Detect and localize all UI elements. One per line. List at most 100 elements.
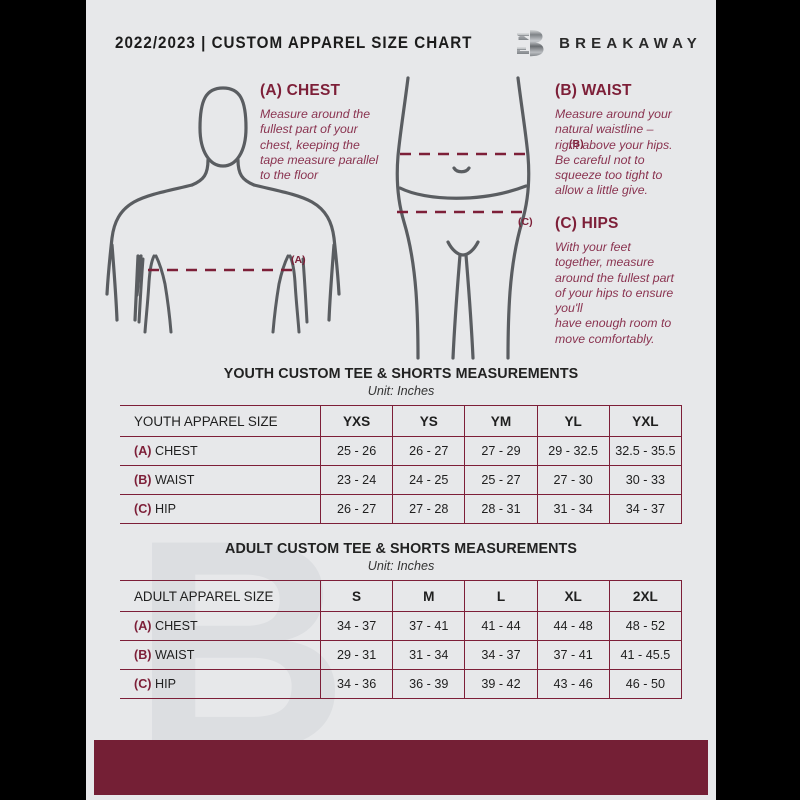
youth-cell-3-5: 34 - 37 — [608, 494, 683, 524]
row-code: (B) — [134, 473, 152, 487]
row-code: (A) — [134, 619, 152, 633]
adult-size-col-5: 2XL — [608, 580, 683, 612]
size-chart-page: B 2022/2023 | CUSTOM APPAREL SIZE CHART — [86, 0, 716, 800]
note-hips-body: With your feet together, measure around … — [555, 240, 674, 346]
adult-size-col-4: XL — [536, 580, 610, 612]
youth-cell-1-1: 25 - 26 — [319, 436, 393, 466]
youth-size-col-3: YM — [464, 405, 538, 437]
row-label: WAIST — [151, 473, 195, 487]
row-label: WAIST — [151, 648, 195, 662]
youth-size-table: YOUTH APPAREL SIZE YXS YS YM YL YXL (A) CHEST 2… — [120, 405, 683, 524]
chest-marker-label: (A) — [291, 254, 306, 266]
adult-size-col-2: M — [392, 580, 465, 612]
note-chest: (A) CHEST Measure around the fullest par… — [260, 82, 420, 183]
youth-cell-2-5: 30 - 33 — [608, 465, 683, 495]
youth-cell-1-2: 26 - 27 — [392, 436, 465, 466]
row-label: CHEST — [151, 444, 198, 458]
adult-size-table-block: ADULT CUSTOM TEE & SHORTS MEASUREMENTS U… — [120, 541, 683, 699]
youth-table-unit: Unit: Inches — [367, 384, 435, 398]
table-row: (A) CHEST 25 - 26 26 - 27 27 - 29 29 - 32.5 3… — [120, 436, 683, 466]
table-row: (C) HIP 34 - 36 36 - 39 39 - 42 43 - 46 46 - … — [120, 669, 683, 699]
note-chest-title: (A) CHEST — [260, 82, 341, 99]
youth-size-col-2: YS — [392, 405, 465, 437]
youth-size-table-block: YOUTH CUSTOM TEE & SHORTS MEASUREMENTS U… — [120, 366, 683, 524]
adult-cell-1-3: 41 - 44 — [464, 611, 538, 641]
adult-cell-2-3: 34 - 37 — [464, 640, 538, 670]
youth-table-header-row: YOUTH APPAREL SIZE YXS YS YM YL YXL — [120, 405, 683, 437]
measurement-illustration: (A) (B) (C) (A) CHEST Measure around the… — [86, 70, 716, 360]
note-waist-body: Measure around your natural waistline – … — [555, 107, 673, 198]
youth-cell-3-3: 28 - 31 — [464, 494, 538, 524]
torso-leg-lines — [143, 254, 301, 334]
adult-size-col-1: S — [319, 580, 393, 612]
page-header: 2022/2023 | CUSTOM APPAREL SIZE CHART — [86, 26, 716, 60]
adult-cell-3-1: 34 - 36 — [319, 669, 393, 699]
torso-figure-outline — [105, 86, 341, 322]
page-title: 2022/2023 | CUSTOM APPAREL SIZE CHART — [115, 33, 473, 52]
adult-cell-2-1: 29 - 31 — [319, 640, 393, 670]
youth-cell-1-3: 27 - 29 — [464, 436, 538, 466]
adult-table-title: ADULT CUSTOM TEE & SHORTS MEASUREMENTS — [225, 541, 577, 557]
row-code: (C) — [134, 677, 152, 691]
youth-cell-3-1: 26 - 27 — [319, 494, 393, 524]
torso-side-lines — [137, 257, 309, 324]
adult-size-header-cell: ADULT APPAREL SIZE — [120, 580, 321, 612]
adult-row-label-waist: (B) WAIST — [120, 640, 321, 670]
footer-bar — [94, 740, 708, 795]
adult-cell-2-2: 31 - 34 — [392, 640, 465, 670]
adult-cell-1-5: 48 - 52 — [608, 611, 683, 641]
adult-row-label-chest: (A) CHEST — [120, 611, 321, 641]
row-code: (B) — [134, 648, 152, 662]
youth-cell-2-1: 23 - 24 — [319, 465, 393, 495]
youth-cell-3-2: 27 - 28 — [392, 494, 465, 524]
table-row: (B) WAIST 29 - 31 31 - 34 34 - 37 37 - 41 41 … — [120, 640, 683, 670]
row-label: HIP — [151, 677, 176, 691]
youth-cell-3-4: 31 - 34 — [536, 494, 610, 524]
note-hips-title: (C) HIPS — [555, 215, 619, 232]
youth-cell-2-4: 27 - 30 — [536, 465, 610, 495]
adult-size-col-3: L — [464, 580, 538, 612]
adult-cell-1-1: 34 - 37 — [319, 611, 393, 641]
youth-size-col-5: YXL — [608, 405, 683, 437]
youth-size-col-1: YXS — [319, 405, 393, 437]
brand-name: BREAKAWAY — [559, 34, 702, 52]
row-label: CHEST — [151, 619, 198, 633]
adult-cell-2-4: 37 - 41 — [536, 640, 610, 670]
youth-cell-1-5: 32.5 - 35.5 — [608, 436, 683, 466]
youth-size-header-cell: YOUTH APPAREL SIZE — [120, 405, 321, 437]
youth-cell-1-4: 29 - 32.5 — [536, 436, 610, 466]
youth-row-label-waist: (B) WAIST — [120, 465, 321, 495]
youth-size-col-4: YL — [536, 405, 610, 437]
row-label: HIP — [151, 502, 176, 516]
breakaway-logo-icon — [514, 28, 545, 58]
youth-row-label-chest: (A) CHEST — [120, 436, 321, 466]
adult-size-table: ADULT APPAREL SIZE S M L XL 2XL (A) CHEST 34 - … — [120, 580, 683, 699]
hips-figure-outline — [395, 76, 531, 360]
note-chest-body: Measure around the fullest part of your … — [260, 107, 379, 183]
youth-table-title: YOUTH CUSTOM TEE & SHORTS MEASUREMENTS — [223, 366, 579, 382]
note-hips: (C) HIPS With your feet together, measur… — [555, 215, 707, 347]
youth-row-label-hip: (C) HIP — [120, 494, 321, 524]
hips-marker-label: (C) — [518, 216, 533, 228]
adult-cell-1-4: 44 - 48 — [536, 611, 610, 641]
adult-table-header-row: ADULT APPAREL SIZE S M L XL 2XL — [120, 580, 683, 612]
note-waist-title: (B) WAIST — [555, 82, 632, 99]
adult-cell-3-4: 43 - 46 — [536, 669, 610, 699]
adult-row-label-hip: (C) HIP — [120, 669, 321, 699]
table-row: (B) WAIST 23 - 24 24 - 25 25 - 27 27 - 30 30 … — [120, 465, 683, 495]
youth-cell-2-2: 24 - 25 — [392, 465, 465, 495]
adult-cell-3-3: 39 - 42 — [464, 669, 538, 699]
waist-marker-label: (B) — [569, 138, 584, 150]
adult-cell-3-5: 46 - 50 — [608, 669, 683, 699]
row-code: (A) — [134, 444, 152, 458]
adult-cell-2-5: 41 - 45.5 — [608, 640, 683, 670]
table-row: (A) CHEST 34 - 37 37 - 41 41 - 44 44 - 48 48 … — [120, 611, 683, 641]
body-figures-svg — [105, 76, 531, 360]
adult-cell-1-2: 37 - 41 — [392, 611, 465, 641]
youth-cell-2-3: 25 - 27 — [464, 465, 538, 495]
brand-lockup: BREAKAWAY — [514, 26, 702, 60]
adult-cell-3-2: 36 - 39 — [392, 669, 465, 699]
adult-table-unit: Unit: Inches — [367, 559, 435, 573]
note-waist: (B) WAIST Measure around your natural wa… — [555, 82, 705, 199]
row-code: (C) — [134, 502, 152, 516]
